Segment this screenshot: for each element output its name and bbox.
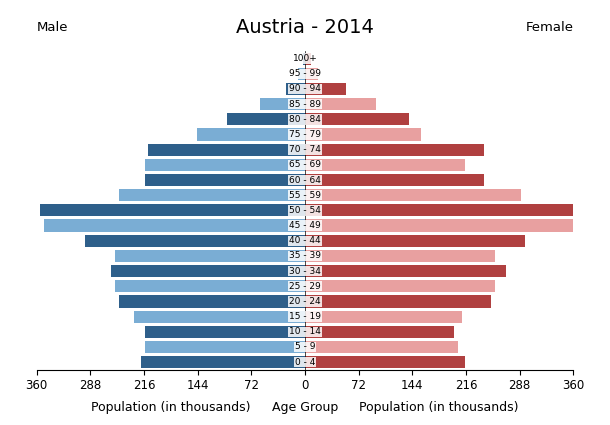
Text: 0 - 4: 0 - 4 [295, 358, 315, 367]
Bar [118, 295, 305, 308]
Bar [305, 356, 465, 368]
Text: 90 - 94: 90 - 94 [289, 85, 321, 94]
Bar [141, 356, 305, 368]
Text: 10 - 14: 10 - 14 [289, 327, 321, 336]
Bar [305, 235, 525, 247]
Text: Age Group: Age Group [272, 401, 338, 414]
Bar [197, 128, 305, 141]
Bar [44, 219, 305, 232]
Bar [305, 250, 495, 262]
Bar [305, 204, 573, 216]
Text: 80 - 84: 80 - 84 [289, 115, 321, 124]
Bar [305, 68, 318, 80]
Text: 75 - 79: 75 - 79 [289, 130, 321, 139]
Bar [305, 159, 465, 171]
Bar [305, 144, 484, 156]
Bar [115, 250, 305, 262]
Text: 70 - 74: 70 - 74 [289, 145, 321, 154]
Text: Population (in thousands): Population (in thousands) [91, 401, 251, 414]
Bar [111, 265, 305, 277]
Bar [305, 83, 346, 95]
Text: 95 - 99: 95 - 99 [289, 69, 321, 78]
Bar [305, 219, 577, 232]
Bar [305, 189, 521, 201]
Bar [115, 280, 305, 292]
Bar [260, 98, 305, 110]
Bar [227, 113, 305, 125]
Bar [303, 53, 305, 65]
Bar [305, 113, 409, 125]
Bar [305, 174, 484, 186]
Text: 40 - 44: 40 - 44 [289, 236, 321, 245]
Text: Male: Male [37, 21, 68, 34]
Text: 55 - 59: 55 - 59 [289, 191, 321, 200]
Text: 20 - 24: 20 - 24 [289, 297, 321, 306]
Bar [305, 311, 462, 323]
Bar [305, 280, 495, 292]
Bar [305, 341, 458, 353]
Text: 35 - 39: 35 - 39 [289, 252, 321, 261]
Bar [118, 189, 305, 201]
Text: 60 - 64: 60 - 64 [289, 176, 321, 184]
Bar [148, 144, 305, 156]
Bar [145, 341, 305, 353]
Bar [145, 159, 305, 171]
Bar [145, 326, 305, 338]
Text: 25 - 29: 25 - 29 [289, 282, 321, 291]
Bar [305, 128, 420, 141]
Text: 85 - 89: 85 - 89 [289, 99, 321, 109]
Bar [85, 235, 305, 247]
Bar [305, 98, 376, 110]
Bar [286, 83, 305, 95]
Bar [305, 295, 492, 308]
Text: Female: Female [525, 21, 573, 34]
Text: 30 - 34: 30 - 34 [289, 266, 321, 275]
Text: 15 - 19: 15 - 19 [289, 312, 321, 321]
Bar [145, 174, 305, 186]
Text: 65 - 69: 65 - 69 [289, 160, 321, 169]
Bar [305, 326, 454, 338]
Text: Population (in thousands): Population (in thousands) [359, 401, 519, 414]
Text: 45 - 49: 45 - 49 [289, 221, 321, 230]
Bar [305, 265, 506, 277]
Text: 50 - 54: 50 - 54 [289, 206, 321, 215]
Bar [134, 311, 305, 323]
Text: 5 - 9: 5 - 9 [295, 343, 315, 351]
Text: Austria - 2014: Austria - 2014 [236, 18, 374, 37]
Bar [40, 204, 305, 216]
Bar [298, 68, 305, 80]
Bar [305, 53, 311, 65]
Text: 100+: 100+ [293, 54, 317, 63]
